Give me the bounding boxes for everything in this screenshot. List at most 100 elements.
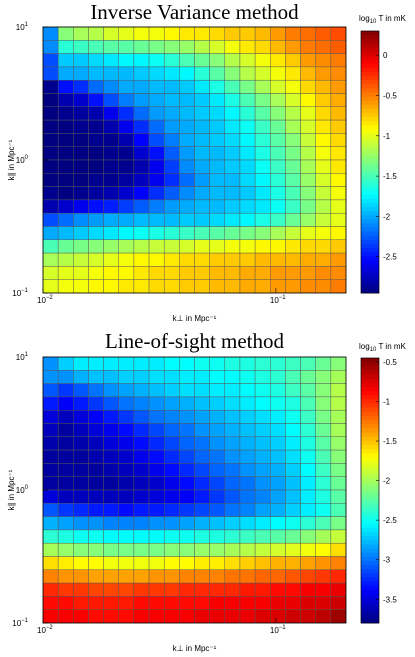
heatmap-cell: [133, 370, 150, 384]
heatmap-cell: [73, 542, 89, 557]
heatmap-cell: [254, 569, 271, 584]
heatmap-cell: [315, 266, 332, 280]
heatmap-cell: [239, 516, 256, 531]
heatmap-cell: [179, 239, 195, 254]
heatmap-cell: [285, 53, 301, 68]
heatmap-cell: [42, 489, 59, 504]
heatmap-cell: [239, 146, 256, 161]
heatmap-cell: [133, 279, 150, 294]
heatmap-cell: [254, 503, 271, 517]
colorbar-swatch: [361, 589, 379, 595]
heatmap-cell: [57, 119, 74, 134]
colorbar-swatch: [361, 598, 379, 603]
heatmap-cell: [42, 239, 59, 254]
heatmap-cell: [179, 370, 195, 384]
colorbar-swatch: [361, 428, 379, 433]
heatmap-cell: [103, 186, 119, 201]
heatmap-cell: [254, 582, 271, 597]
heatmap-cell: [57, 569, 74, 584]
colorbar-swatch: [361, 560, 379, 566]
heatmap-cell: [57, 370, 74, 384]
heatmap-cell: [163, 556, 180, 571]
heatmap-cell: [300, 556, 316, 571]
heatmap-cell: [88, 609, 104, 624]
x-axis-label: k⊥ in Mpc⁻¹: [173, 314, 217, 323]
heatmap-cell: [118, 489, 135, 504]
heatmap-cell: [300, 133, 316, 147]
heatmap-cell: [254, 279, 271, 294]
heatmap-cell: [194, 516, 210, 531]
heatmap-cell: [330, 79, 347, 94]
heatmap-cell: [300, 26, 316, 41]
heatmap-cell: [254, 423, 271, 438]
heatmap-cell: [209, 212, 226, 227]
heatmap-cell: [42, 279, 59, 294]
heatmap-cell: [300, 423, 316, 438]
heatmap-cell: [209, 146, 226, 161]
heatmap-cell: [118, 529, 135, 544]
heatmap-panel-1: Inverse Variance method 10−2 10−1 10−1 100 10…: [7, 0, 407, 323]
heatmap-cell: [315, 396, 332, 411]
heatmap-cell: [118, 503, 135, 517]
heatmap-cell: [315, 449, 332, 464]
heatmap-cell: [254, 556, 271, 571]
heatmap-cell: [270, 396, 286, 411]
heatmap-cell: [330, 279, 347, 294]
heatmap-cell: [194, 356, 210, 371]
heatmap-cell: [254, 489, 271, 504]
heatmap-cell: [239, 159, 256, 174]
colorbar-swatch: [361, 490, 379, 496]
heatmap-cell: [133, 596, 150, 610]
heatmap-cell: [163, 53, 180, 68]
heatmap-cell: [254, 542, 271, 557]
heatmap-cell: [133, 609, 150, 624]
colorbar-frame: [360, 357, 380, 624]
colorbar-swatch: [361, 378, 379, 384]
heatmap-cell: [88, 596, 104, 610]
heatmap-cell: [315, 476, 332, 491]
heatmap-cell: [73, 53, 89, 68]
heatmap-cell: [42, 542, 59, 557]
heatmap-cell: [209, 449, 226, 464]
heatmap-cell: [163, 356, 180, 371]
heatmap-cell: [224, 370, 241, 384]
heatmap-cell: [285, 569, 301, 584]
heatmap-cell: [118, 186, 135, 201]
heatmap-cell: [254, 146, 271, 161]
heatmap-cell: [163, 489, 180, 504]
colorbar-tick-label: -2.5: [383, 253, 397, 262]
heatmap-cell: [209, 383, 226, 398]
heatmap-cell: [179, 40, 195, 54]
heatmap-cell: [315, 159, 332, 174]
heatmap-cell: [42, 516, 59, 531]
heatmap-cell: [239, 582, 256, 597]
heatmap-cell: [239, 79, 256, 94]
heatmap-cell: [315, 199, 332, 214]
heatmap-cell: [118, 569, 135, 584]
heatmap-cell: [254, 133, 271, 147]
heatmap-cell: [73, 503, 89, 517]
heatmap-cell: [133, 239, 150, 254]
heatmap-cell: [330, 146, 347, 161]
colorbar-swatch: [361, 444, 379, 450]
heatmap-cell: [88, 159, 104, 174]
y-axis-label: k∥ in Mpc⁻¹: [7, 139, 16, 180]
heatmap-cell: [239, 556, 256, 571]
colorbar-swatch: [361, 602, 379, 607]
heatmap-cell: [88, 173, 104, 187]
colorbar-swatch: [361, 35, 379, 40]
colorbar-swatch: [361, 100, 379, 106]
heatmap-cell: [315, 516, 332, 531]
heatmap-cell: [179, 133, 195, 147]
heatmap-cell: [163, 40, 180, 54]
colorbar-swatch: [361, 252, 379, 257]
heatmap-cell: [270, 226, 286, 241]
heatmap-cell: [103, 146, 119, 161]
heatmap-cell: [330, 556, 347, 571]
heatmap-cell: [194, 383, 210, 398]
heatmap-cell: [300, 40, 316, 54]
heatmap-cell: [103, 582, 119, 597]
heatmap-cell: [42, 212, 59, 227]
heatmap-cell: [179, 503, 195, 517]
heatmap-cell: [239, 396, 256, 411]
